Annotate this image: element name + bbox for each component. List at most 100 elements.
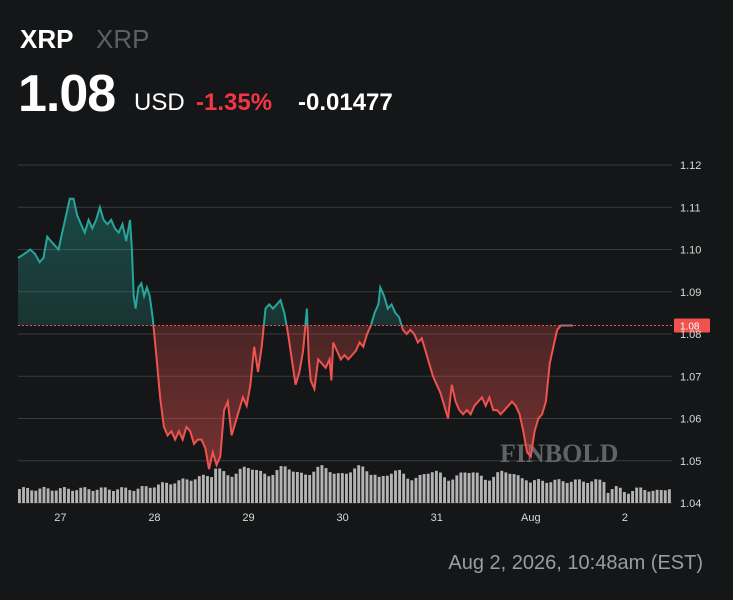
volume-bar — [95, 489, 99, 503]
volume-bar — [161, 482, 164, 503]
volume-bar — [483, 479, 487, 503]
volume-bar — [152, 487, 156, 503]
volume-bar — [475, 472, 479, 503]
volume-bar — [537, 479, 540, 503]
volume-bar — [83, 487, 87, 503]
y-tick-label: 1.10 — [680, 245, 701, 257]
volume-bar — [128, 490, 132, 503]
volume-bar — [234, 473, 238, 503]
volume-bar — [549, 482, 553, 503]
volume-bar — [250, 469, 254, 503]
volume-bar — [635, 487, 639, 503]
timestamp: Aug 2, 2026, 10:48am (EST) — [448, 552, 703, 574]
volume-bar — [50, 490, 54, 503]
volume-bar — [201, 474, 205, 503]
volume-bar — [406, 478, 410, 503]
volume-bar — [430, 472, 434, 503]
volume-bar — [414, 477, 418, 503]
volume-bar — [439, 472, 442, 503]
volume-bar — [295, 471, 299, 503]
volume-bar — [496, 472, 500, 503]
volume-bar — [238, 468, 242, 503]
currency-label: USD — [134, 89, 185, 116]
volume-bar — [357, 465, 361, 503]
price-line-up — [17, 197, 574, 326]
volume-bar — [418, 474, 422, 503]
volume-bar — [87, 489, 91, 503]
volume-bar — [30, 490, 34, 503]
price-line-down — [152, 325, 574, 470]
volume-bar — [610, 489, 614, 503]
volume-bar — [18, 489, 21, 503]
volume-bar — [275, 470, 279, 503]
volume-bar — [42, 487, 46, 503]
volume-bar — [340, 473, 344, 503]
volume-bar — [594, 479, 598, 503]
volume-bar — [492, 476, 496, 503]
volume-bar — [283, 466, 287, 503]
volume-bar — [394, 470, 397, 503]
volume-bar — [500, 470, 504, 503]
volume-bar — [524, 480, 528, 503]
volume-bar — [385, 475, 389, 503]
volume-bar — [459, 472, 463, 503]
volume-bar — [443, 477, 446, 503]
volume-bar — [520, 478, 524, 503]
volume-bar — [22, 487, 25, 503]
volume-bar — [197, 476, 201, 503]
volume-bar — [226, 475, 230, 503]
volume-bar — [287, 469, 291, 503]
volume-bar — [569, 481, 573, 503]
volume-bar — [651, 490, 655, 503]
y-tick-label: 1.04 — [680, 498, 701, 510]
volume-bar — [557, 479, 561, 503]
volume-bar — [488, 480, 491, 503]
volume-bar — [54, 490, 58, 503]
volume-bar — [381, 476, 385, 503]
x-tick-label: 2 — [622, 512, 628, 524]
volume-bar — [655, 489, 659, 503]
volume-bar — [71, 490, 75, 503]
finbold-watermark: FINBOLD — [500, 439, 618, 468]
volume-bar — [316, 466, 320, 503]
volume-bar — [622, 492, 626, 503]
volume-bar — [667, 489, 671, 503]
asset-symbol: XRP — [20, 24, 74, 54]
volume-bar — [467, 472, 471, 503]
x-tick-label: 31 — [431, 512, 443, 524]
volume-bar — [193, 479, 197, 503]
volume-bar — [320, 465, 324, 503]
volume-bar — [246, 468, 250, 503]
volume-bar — [618, 487, 622, 503]
volume-bar — [663, 490, 667, 503]
y-tick-label: 1.12 — [680, 160, 701, 172]
volume-bar — [643, 490, 647, 503]
volume-bar — [144, 486, 148, 503]
volume-bar — [602, 482, 606, 503]
volume-bar — [410, 480, 414, 503]
volume-bar — [361, 466, 365, 503]
volume-bar — [639, 487, 643, 503]
volume-bar — [107, 489, 111, 503]
volume-bar — [422, 474, 426, 503]
volume-bar — [659, 489, 663, 503]
volume-bar — [463, 472, 467, 503]
volume-bar — [214, 468, 218, 503]
volume-bar — [541, 480, 545, 503]
volume-bar — [565, 482, 569, 503]
volume-bar — [365, 471, 369, 503]
volume-bar — [504, 472, 508, 503]
volume-bar — [267, 476, 271, 503]
x-tick-label: 30 — [337, 512, 349, 524]
volume-bar — [271, 474, 275, 503]
volume-bar — [185, 479, 189, 503]
volume-bar — [255, 470, 258, 503]
volume-bar — [259, 470, 263, 503]
volume-bar — [389, 473, 393, 503]
volume-bar — [336, 473, 340, 503]
volume-bar — [26, 487, 30, 503]
price-chart: FINBOLD 1.08 1.04 1.05 1.06 1.07 1.08 1.09 1.1… — [17, 160, 710, 524]
volume-bar — [62, 487, 66, 503]
volume-bar — [34, 490, 38, 503]
volume-bar — [291, 471, 295, 503]
